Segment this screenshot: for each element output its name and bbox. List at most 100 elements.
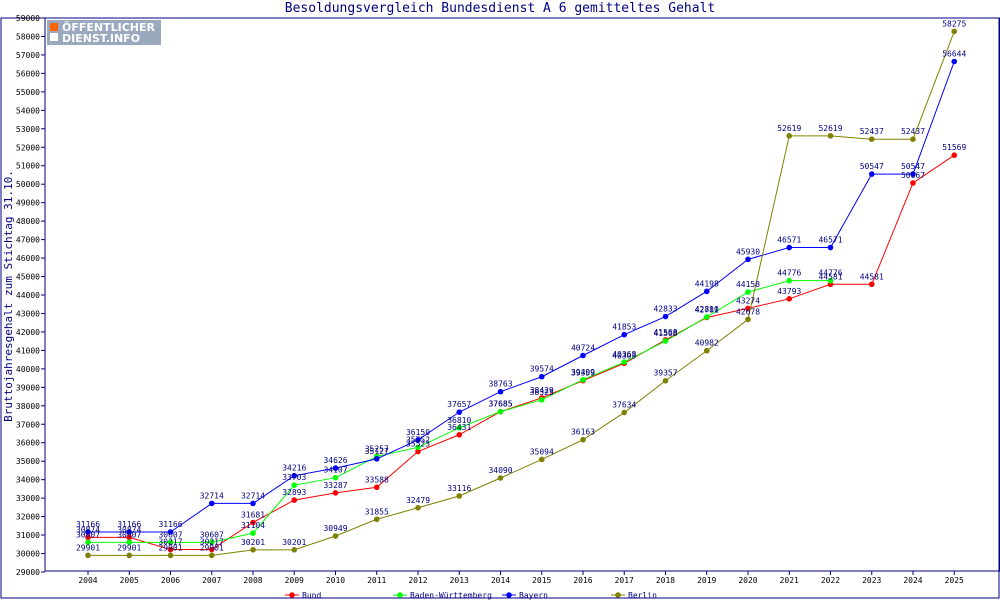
data-label-bayern: 40724 [571, 343, 595, 352]
data-point-berlin [621, 409, 628, 416]
data-label-bayern: 32714 [241, 491, 265, 500]
x-tick-label: 2010 [326, 576, 345, 585]
data-point-bayern [332, 465, 339, 471]
data-point-berlin [126, 552, 133, 559]
y-tick-label: 53000 [16, 125, 40, 134]
y-tick-label: 31000 [16, 531, 40, 540]
x-tick-label: 2021 [780, 576, 799, 585]
data-point-bayern [291, 472, 298, 479]
data-label-bayern: 45930 [736, 247, 760, 256]
data-label-baden-w-rttemberg: 42810 [695, 305, 719, 314]
data-label-berlin: 29901 [158, 543, 182, 552]
y-tick-label: 56000 [16, 69, 40, 78]
data-point-berlin [85, 552, 91, 559]
y-tick-label: 39000 [16, 383, 40, 392]
y-axis-label: Bruttojahresgehalt zum Stichtag 31.10. [2, 170, 15, 422]
data-point-baden-w-rttemberg [332, 474, 339, 481]
data-point-bund [745, 305, 751, 312]
y-tick-label: 51000 [16, 162, 40, 171]
data-label-baden-w-rttemberg: 41508 [653, 329, 677, 338]
data-label-berlin: 39357 [653, 369, 677, 378]
data-point-baden-w-rttemberg [621, 359, 628, 365]
data-label-berlin: 52437 [901, 127, 925, 136]
data-label-berlin: 42678 [736, 307, 760, 316]
y-tick-label: 58000 [16, 32, 40, 41]
x-tick-label: 2023 [862, 576, 881, 585]
data-label-bayern: 50547 [901, 162, 925, 171]
data-point-bund [85, 534, 91, 541]
data-point-berlin [868, 136, 875, 142]
y-tick-label: 55000 [16, 88, 40, 97]
data-point-bayern [827, 244, 834, 251]
data-point-bayern [126, 529, 133, 535]
data-point-berlin [373, 516, 380, 523]
y-tick-label: 59000 [16, 14, 40, 23]
y-tick-label: 30000 [16, 550, 40, 559]
data-label-berlin: 30201 [241, 538, 265, 547]
data-point-berlin [703, 347, 710, 354]
data-label-berlin: 35094 [530, 447, 554, 456]
data-label-baden-w-rttemberg: 30607 [76, 530, 100, 539]
data-label-berlin: 52619 [818, 124, 842, 133]
x-tick-label: 2005 [120, 576, 139, 585]
data-point-baden-w-rttemberg [703, 314, 710, 320]
y-tick-label: 29000 [16, 568, 40, 577]
legend-marker [289, 592, 295, 598]
x-tick-label: 2015 [532, 576, 551, 585]
data-label-baden-w-rttemberg: 30607 [117, 530, 141, 539]
data-label-baden-w-rttemberg: 35257 [365, 444, 389, 453]
data-point-bayern [497, 388, 504, 395]
series-line-berlin [88, 31, 955, 556]
y-tick-label: 44000 [16, 291, 40, 300]
data-point-bayern [415, 437, 421, 443]
data-point-baden-w-rttemberg [662, 338, 669, 344]
data-point-berlin [415, 504, 421, 511]
data-label-bayern: 42833 [653, 305, 677, 314]
y-tick-label: 37000 [16, 420, 40, 429]
data-point-baden-w-rttemberg [85, 539, 91, 546]
data-label-bayern: 46571 [777, 236, 801, 245]
data-label-bund: 32893 [282, 488, 306, 497]
data-point-baden-w-rttemberg [538, 396, 545, 403]
data-point-bund [373, 484, 380, 491]
x-tick-label: 2011 [367, 576, 386, 585]
data-point-bund [868, 281, 875, 288]
data-label-berlin: 30949 [323, 524, 347, 533]
data-label-bund: 42781 [695, 306, 719, 315]
data-point-berlin [745, 316, 751, 323]
series-layer [85, 28, 958, 559]
data-point-bayern [662, 313, 669, 320]
data-point-berlin [662, 377, 669, 384]
data-point-bund [910, 180, 916, 186]
legend: Bund Baden-Württemberg Bayern Berlin [285, 591, 657, 600]
data-label-baden-w-rttemberg: 44776 [818, 269, 842, 278]
data-label-berlin: 29901 [76, 543, 100, 552]
data-label-baden-w-rttemberg: 34107 [323, 466, 347, 475]
y-tick-label: 41000 [16, 346, 40, 355]
data-label-bund: 35523 [406, 440, 430, 449]
data-label-bayern: 31166 [117, 520, 141, 529]
legend-label: Berlin [628, 591, 657, 600]
data-point-bayern [703, 288, 710, 295]
data-label-bund: 39359 [571, 369, 595, 378]
data-label-berlin: 37634 [612, 401, 636, 410]
data-point-bayern [85, 529, 91, 535]
data-label-bund: 44581 [860, 272, 884, 281]
data-label-bund: 41568 [653, 328, 677, 337]
data-label-bund: 33287 [323, 481, 347, 490]
data-point-bund [250, 519, 256, 526]
x-tick-label: 2022 [821, 576, 840, 585]
plot-area-border [44, 17, 1000, 572]
data-label-berlin: 40982 [695, 339, 719, 348]
y-tick-label: 52000 [16, 143, 40, 152]
series-line-bund [88, 154, 955, 551]
data-point-bayern [538, 373, 545, 380]
data-point-bund [786, 296, 793, 302]
logo-text-line1: ÖFFENTLICHER [62, 20, 155, 34]
data-label-berlin: 52619 [777, 124, 801, 133]
data-label-bund: 30217 [158, 538, 182, 547]
data-label-berlin: 52437 [860, 127, 884, 136]
x-tick-label: 2013 [450, 576, 469, 585]
data-label-berlin: 36163 [571, 428, 595, 437]
data-label-bayern: 46571 [818, 236, 842, 245]
